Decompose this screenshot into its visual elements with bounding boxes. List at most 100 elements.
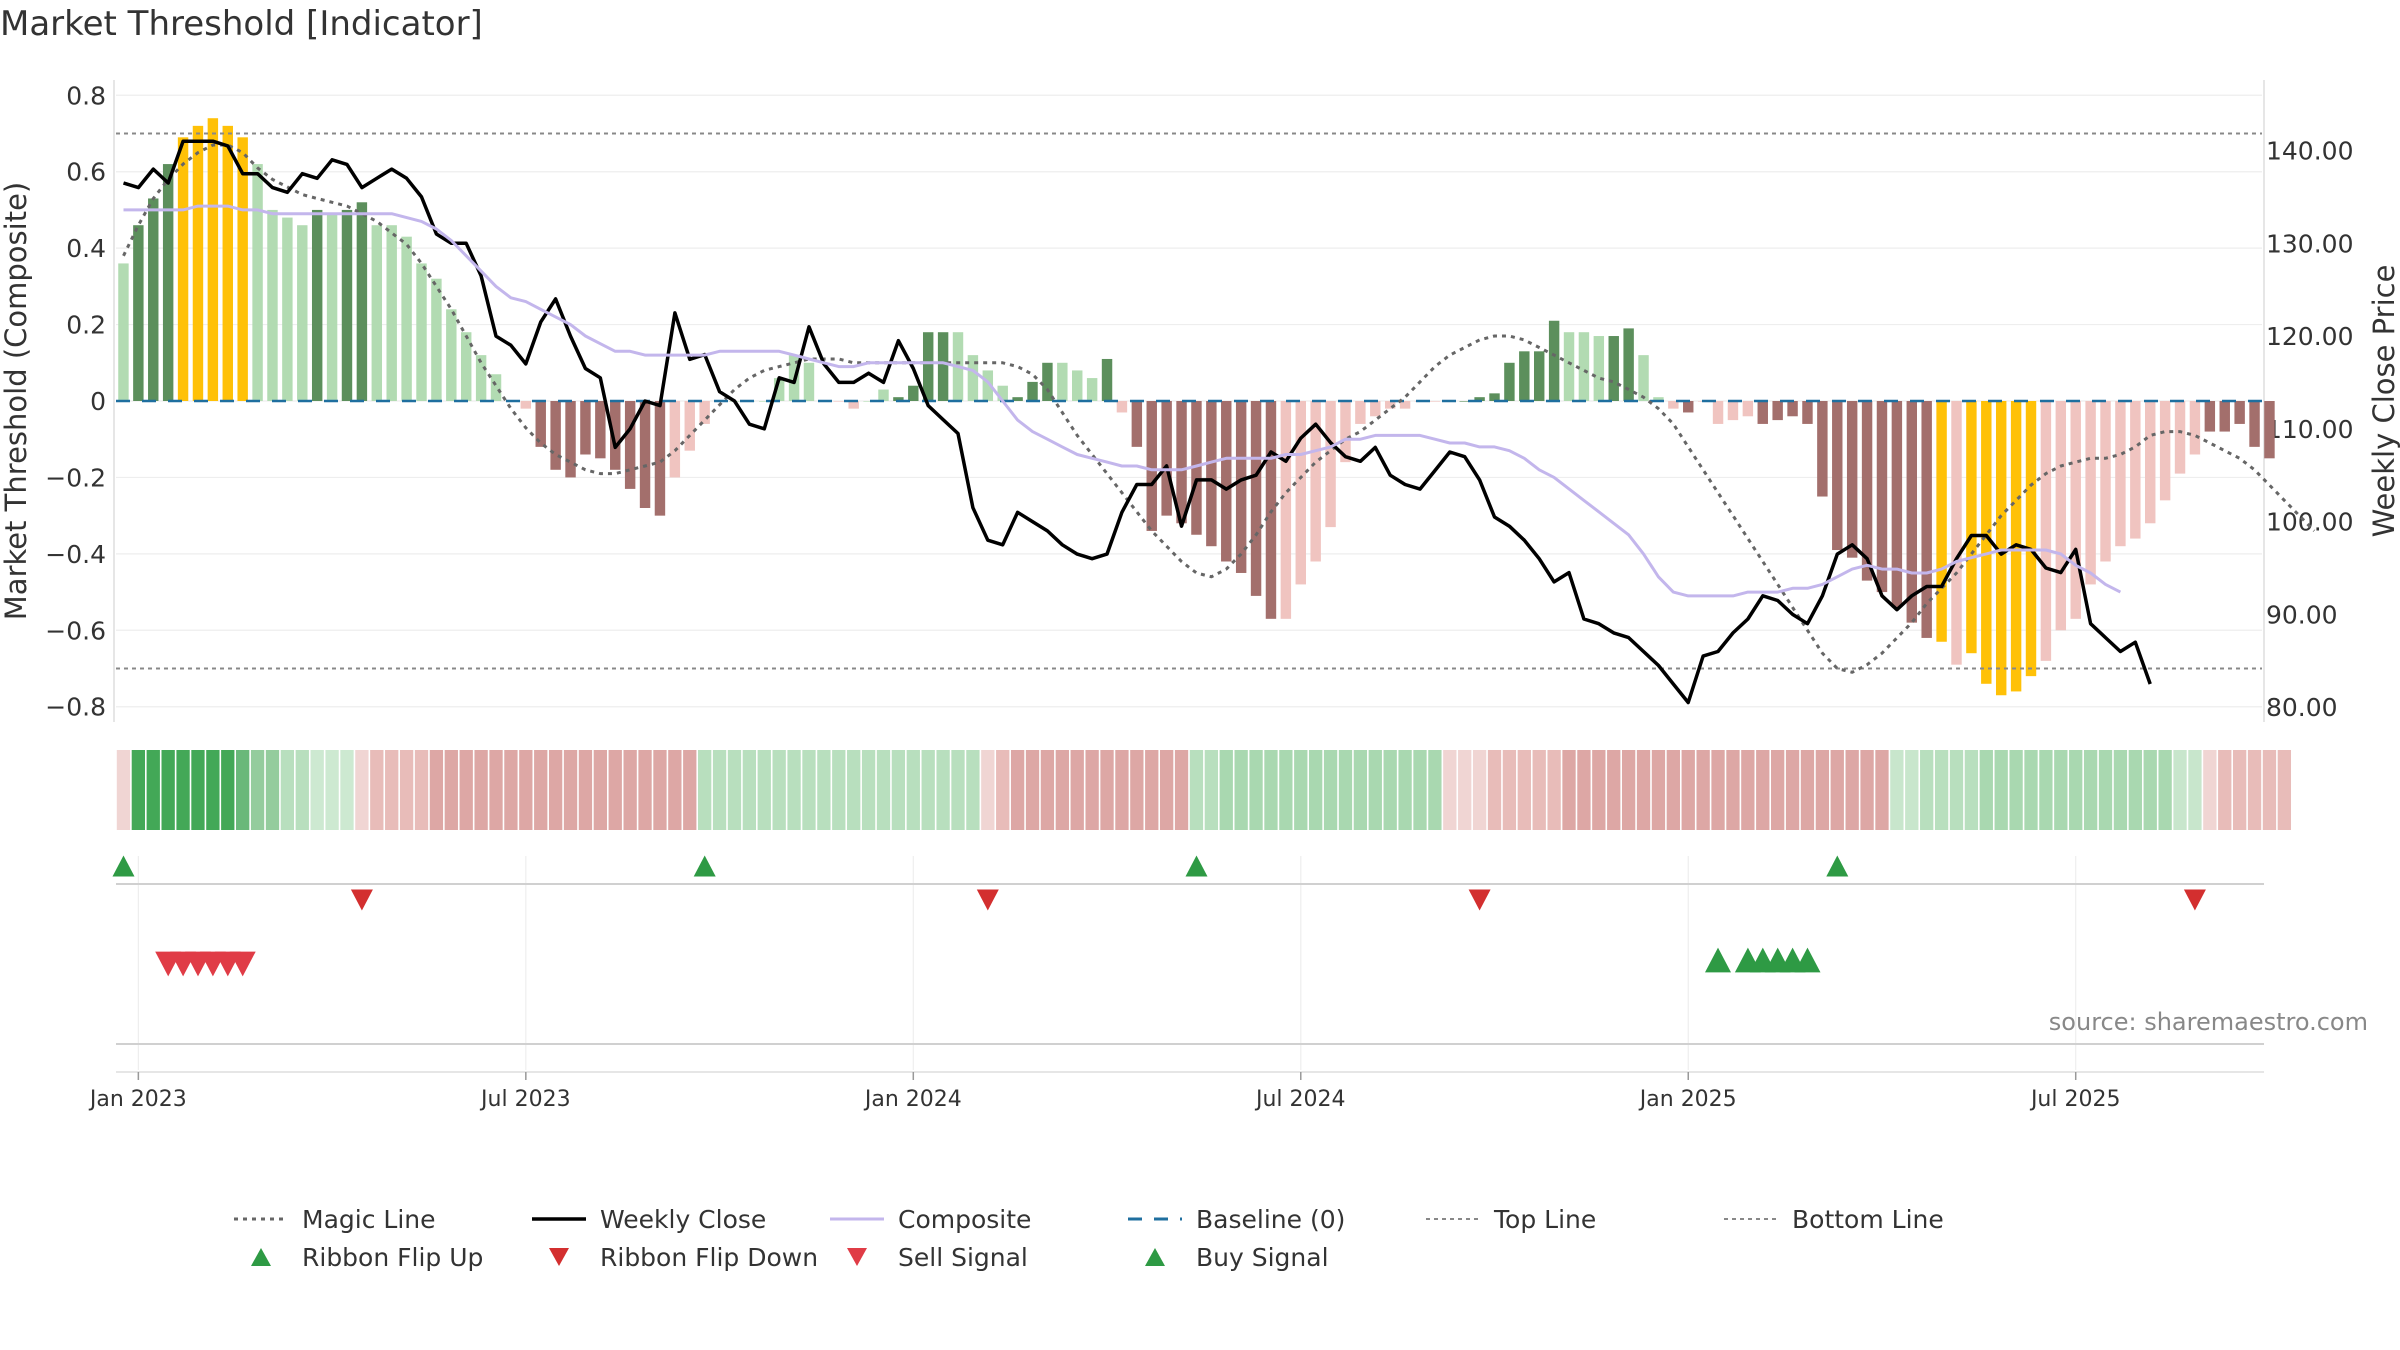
ribbon-cell	[578, 750, 593, 830]
ribbon-cell	[1830, 750, 1844, 830]
composite-bar	[118, 263, 129, 401]
legend-swatch-icon	[549, 1248, 569, 1266]
legend-swatch-icon	[532, 1217, 586, 1221]
composite-bar	[2219, 401, 2230, 432]
composite-bar	[2174, 401, 2186, 474]
y-left-axis-label: Market Threshold (Composite)	[0, 182, 33, 620]
ribbon-cell	[1323, 750, 1338, 830]
ribbon-cell	[623, 750, 637, 830]
composite-bar	[475, 355, 487, 401]
composite-bar	[1519, 351, 1530, 401]
composite-bar	[282, 217, 293, 401]
composite-bar	[1340, 401, 1351, 463]
ribbon-cell	[2158, 750, 2172, 830]
composite-bar	[237, 137, 248, 402]
composite-bar	[520, 401, 532, 409]
composite-bar	[2025, 401, 2037, 677]
legend-label: Weekly Close	[600, 1204, 767, 1234]
ribbon-cell	[1711, 750, 1725, 830]
ribbon-cell	[1025, 750, 1040, 830]
y-right-tick-label: 130.00	[2266, 229, 2353, 258]
legend-swatch-icon	[1426, 1218, 1480, 1220]
ribbon-cell	[548, 750, 563, 830]
x-tick-label: Jul 2024	[1254, 1087, 1346, 1112]
ribbon-cell	[131, 750, 146, 830]
legend-item: Sell Signal	[826, 1238, 1124, 1276]
ribbon-cell	[1115, 750, 1129, 830]
ribbon-cell	[1756, 750, 1770, 830]
ribbon-cell	[1338, 750, 1353, 830]
ribbon-cell	[504, 750, 518, 830]
ribbon-cell	[1130, 750, 1144, 830]
composite-bar	[446, 309, 457, 401]
composite-bar	[863, 401, 874, 402]
ribbon-cell	[951, 750, 965, 830]
composite-bar	[371, 225, 383, 401]
ribbon-cell	[1666, 750, 1680, 830]
ribbon-cell	[727, 750, 742, 830]
ribbon-cell	[2277, 750, 2292, 830]
composite-bar	[2130, 401, 2141, 539]
composite-bar	[341, 209, 353, 401]
ribbon-flip-down-marker	[350, 889, 373, 911]
ribbon-cell	[355, 750, 369, 830]
composite-bar	[2055, 401, 2067, 631]
ribbon-cell	[1949, 750, 1964, 830]
composite-bar	[1563, 332, 1575, 401]
composite-bar	[1638, 355, 1649, 401]
composite-bar	[1876, 401, 1888, 593]
ribbon-cell	[1309, 750, 1323, 830]
ribbon-cell	[429, 750, 444, 830]
y-left-tick-label: 0	[90, 387, 106, 416]
composite-bar	[326, 213, 338, 401]
legend-label: Bottom Line	[1792, 1204, 1944, 1234]
ribbon-cell	[1607, 750, 1621, 830]
ribbon-cell	[712, 750, 727, 830]
ribbon-cell	[1800, 750, 1815, 830]
ribbon-cell	[1204, 750, 1219, 830]
composite-bar	[1787, 401, 1798, 417]
composite-bar	[207, 118, 219, 401]
ribbon-cell	[459, 750, 473, 830]
legend-item: Ribbon Flip Down	[528, 1238, 826, 1276]
ribbon-cell	[1785, 750, 1800, 830]
composite-bar	[1757, 401, 1768, 424]
composite-bar	[297, 225, 308, 401]
ribbon-cell	[444, 750, 458, 830]
legend-swatch-icon	[1724, 1218, 1778, 1220]
ribbon-cell	[1994, 750, 2008, 830]
ribbon-cell	[1979, 750, 1993, 830]
composite-bar	[1072, 370, 1083, 401]
ribbon-cell	[996, 750, 1010, 830]
composite-bar	[908, 385, 919, 401]
ribbon-cell	[1234, 750, 1248, 830]
ribbon-cell	[817, 750, 831, 830]
ribbon-cell	[1875, 750, 1889, 830]
ribbon-cell	[221, 750, 235, 830]
composite-bar	[1370, 401, 1381, 417]
ribbon-cell	[2054, 750, 2068, 830]
composite-bar	[1146, 401, 1157, 531]
composite-bar	[177, 137, 189, 402]
ribbon-cell	[1174, 750, 1189, 830]
legend-item: Composite	[826, 1200, 1124, 1238]
ribbon-cell	[608, 750, 622, 830]
composite-bar	[2100, 401, 2111, 562]
composite-bar	[1012, 397, 1023, 401]
ribbon-cell	[310, 750, 324, 830]
legend-label: Ribbon Flip Up	[302, 1242, 484, 1272]
ribbon-cell	[176, 750, 190, 830]
composite-bar	[1981, 401, 1992, 684]
ribbon-flip-down-marker	[2183, 889, 2206, 911]
x-tick-label: Jan 2023	[88, 1087, 187, 1112]
ribbon-cell	[1189, 750, 1204, 830]
composite-bar	[1027, 381, 1038, 401]
ribbon-cell	[325, 750, 339, 830]
composite-bar	[1593, 336, 1605, 401]
ribbon-cell	[742, 750, 757, 830]
composite-bar	[416, 263, 427, 401]
composite-bar	[460, 332, 472, 401]
y-left-tick-label: 0.4	[66, 234, 106, 263]
composite-bar	[610, 401, 621, 470]
